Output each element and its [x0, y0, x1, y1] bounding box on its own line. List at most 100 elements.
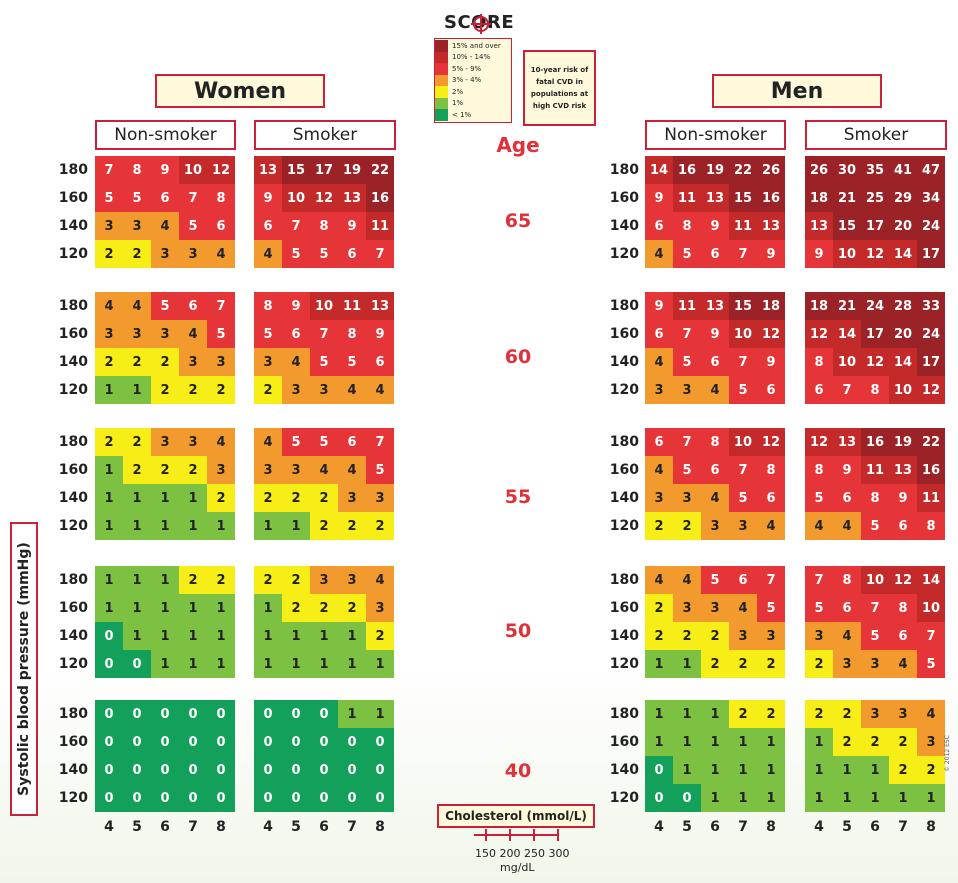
mg-dl-values: 150 200 250 300: [475, 847, 570, 860]
risk-cell: 2: [151, 376, 179, 404]
risk-cell: 1: [805, 756, 833, 784]
risk-cell: 33: [917, 292, 945, 320]
risk-cell: 2: [861, 728, 889, 756]
risk-cell: 1: [123, 622, 151, 650]
risk-cell: 4: [282, 348, 310, 376]
risk-cell: 1: [645, 700, 673, 728]
risk-cell: 7: [729, 348, 757, 376]
risk-cell: 6: [833, 594, 861, 622]
risk-cell: 1: [701, 700, 729, 728]
bp-tick-label: 120: [58, 656, 88, 672]
cholesterol-tick-label: 4: [263, 819, 273, 835]
risk-cell: 25: [861, 184, 889, 212]
risk-cell: 24: [917, 212, 945, 240]
risk-cell: 9: [338, 212, 366, 240]
risk-cell: 7: [207, 292, 235, 320]
risk-cell: 13: [701, 292, 729, 320]
risk-cell: 5: [310, 348, 338, 376]
risk-cell: 9: [805, 240, 833, 268]
bp-tick-label: 120: [58, 382, 88, 398]
bp-tick-label: 120: [609, 382, 639, 398]
risk-cell: 1: [151, 566, 179, 594]
risk-cell: 6: [701, 348, 729, 376]
risk-cell: 3: [151, 428, 179, 456]
risk-cell: 28: [889, 292, 917, 320]
risk-cell: 11: [366, 212, 394, 240]
risk-cell: 1: [757, 784, 785, 812]
risk-cell: 14: [889, 240, 917, 268]
risk-cell: 5: [673, 240, 701, 268]
risk-cell: 1: [123, 512, 151, 540]
risk-cell: 4: [366, 376, 394, 404]
risk-cell: 4: [645, 348, 673, 376]
risk-cell: 9: [254, 184, 282, 212]
risk-cell: 7: [95, 156, 123, 184]
risk-cell: 9: [757, 240, 785, 268]
bp-tick-label: 120: [58, 246, 88, 262]
bp-tick-label: 180: [58, 434, 88, 450]
risk-cell: 10: [310, 292, 338, 320]
risk-cell: 7: [805, 566, 833, 594]
cholesterol-tick-label: 6: [710, 819, 720, 835]
risk-cell: 4: [889, 650, 917, 678]
legend-item: 10% - 14%: [435, 51, 511, 63]
risk-cell: 15: [833, 212, 861, 240]
risk-cell: 1: [833, 784, 861, 812]
risk-cell: 1: [673, 756, 701, 784]
risk-cell: 3: [282, 376, 310, 404]
risk-cell: 13: [701, 184, 729, 212]
bp-tick-label: 180: [609, 162, 639, 178]
age-label: 65: [504, 210, 532, 232]
bp-tick-label: 160: [609, 190, 639, 206]
risk-cell: 5: [861, 622, 889, 650]
risk-cell: 1: [861, 784, 889, 812]
risk-cell: 4: [95, 292, 123, 320]
risk-cell: 2: [254, 484, 282, 512]
risk-cell: 24: [917, 320, 945, 348]
risk-cell: 5: [123, 184, 151, 212]
risk-cell: 8: [207, 184, 235, 212]
risk-cell: 1: [95, 512, 123, 540]
risk-cell: 7: [282, 212, 310, 240]
risk-cell: 8: [805, 456, 833, 484]
risk-cell: 6: [701, 456, 729, 484]
risk-cell: 16: [917, 456, 945, 484]
cholesterol-tick-label: 7: [347, 819, 357, 835]
risk-cell: 10: [861, 566, 889, 594]
risk-cell: 3: [123, 212, 151, 240]
risk-cell: 6: [757, 376, 785, 404]
risk-cell: 0: [207, 728, 235, 756]
bp-tick-label: 160: [58, 190, 88, 206]
risk-cell: 2: [805, 700, 833, 728]
risk-cell: 1: [861, 756, 889, 784]
men-non-smoker-title: Non-smoker: [645, 120, 786, 150]
risk-cell: 6: [366, 348, 394, 376]
cholesterol-tick-label: 8: [216, 819, 226, 835]
risk-cell: 7: [673, 428, 701, 456]
risk-cell: 1: [95, 376, 123, 404]
risk-cell: 15: [282, 156, 310, 184]
legend-item: 5% - 9%: [435, 63, 511, 75]
risk-cell: 5: [282, 428, 310, 456]
risk-cell: 3: [729, 512, 757, 540]
risk-cell: 24: [861, 292, 889, 320]
risk-cell: 2: [729, 650, 757, 678]
risk-cell: 1: [123, 566, 151, 594]
risk-cell: 2: [729, 700, 757, 728]
risk-cell: 0: [123, 728, 151, 756]
risk-cell: 0: [207, 784, 235, 812]
risk-cell: 5: [805, 484, 833, 512]
risk-cell: 18: [757, 292, 785, 320]
risk-cell: 8: [310, 212, 338, 240]
risk-cell: 2: [645, 622, 673, 650]
risk-cell: 5: [207, 320, 235, 348]
bp-tick-label: 120: [58, 790, 88, 806]
cholesterol-tick-label: 8: [375, 819, 385, 835]
risk-cell: 1: [95, 456, 123, 484]
risk-cell: 2: [701, 622, 729, 650]
risk-cell: 2: [282, 594, 310, 622]
risk-cell: 3: [123, 320, 151, 348]
risk-cell: 1: [151, 594, 179, 622]
age-label: 50: [504, 620, 532, 642]
risk-cell: 4: [645, 566, 673, 594]
